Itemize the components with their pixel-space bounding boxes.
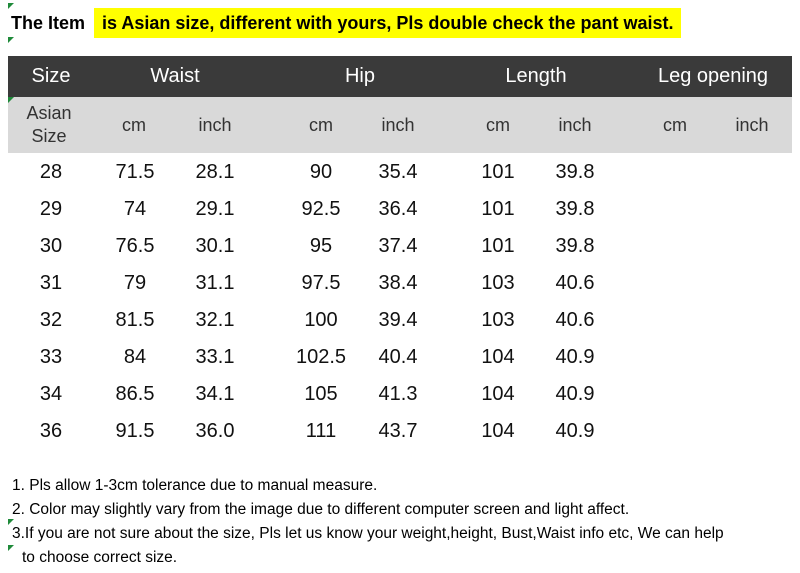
table-row: 32 81.5 32.1 100 39.4 103 40.6 [0, 302, 800, 339]
cell-size: 34 [39, 383, 63, 405]
cell-length-cm: 104 [481, 420, 515, 442]
cell-hip-inch: 38.4 [378, 272, 418, 294]
header-waist: Waist [150, 65, 200, 87]
cell-length-inch: 39.8 [555, 198, 595, 220]
table-row: 30 76.5 30.1 95 37.4 101 39.8 [0, 228, 800, 265]
cell-length-inch: 40.6 [555, 272, 595, 294]
cell-length-cm: 104 [481, 383, 515, 405]
cell-waist-inch: 32.1 [195, 309, 235, 331]
cell-hip-inch: 37.4 [378, 235, 418, 257]
cell-hip-inch: 36.4 [378, 198, 418, 220]
note-1: 1. Pls allow 1-3cm tolerance due to manu… [12, 477, 378, 494]
cell-hip-inch: 40.4 [378, 346, 418, 368]
cell-hip-inch: 41.3 [378, 383, 418, 405]
cell-waist-inch: 36.0 [195, 420, 235, 442]
header-length: Length [505, 65, 567, 87]
subheader-waist-cm: cm [122, 115, 146, 135]
cell-waist-inch: 28.1 [195, 161, 235, 183]
cell-length-inch: 40.9 [555, 420, 595, 442]
cell-waist-cm: 84 [123, 346, 147, 368]
marker-icon [8, 545, 14, 551]
cell-length-cm: 104 [481, 346, 515, 368]
table-subheader: Asian Size cm inch cm inch cm inch cm in… [8, 97, 792, 153]
table-header: Size Waist Hip Length Leg opening [8, 56, 792, 97]
marker-icon [8, 37, 14, 43]
marker-icon [8, 519, 14, 525]
cell-waist-cm: 86.5 [115, 383, 155, 405]
cell-waist-cm: 74 [123, 198, 147, 220]
cell-waist-cm: 76.5 [115, 235, 155, 257]
title-prefix: The Item [11, 13, 86, 33]
cell-size: 29 [39, 198, 63, 220]
cell-hip-cm: 100 [304, 309, 338, 331]
cell-waist-cm: 91.5 [115, 420, 155, 442]
subheader-length-inch: inch [558, 115, 592, 135]
cell-hip-cm: 97.5 [301, 272, 341, 294]
cell-hip-cm: 102.5 [295, 346, 347, 368]
cell-length-cm: 103 [481, 309, 515, 331]
cell-size: 32 [39, 309, 63, 331]
cell-length-cm: 103 [481, 272, 515, 294]
cell-waist-inch: 33.1 [195, 346, 235, 368]
note-3: 3.If you are not sure about the size, Pl… [12, 525, 724, 542]
cell-hip-cm: 92.5 [301, 198, 341, 220]
cell-length-cm: 101 [481, 235, 515, 257]
cell-hip-cm: 105 [304, 383, 338, 405]
cell-hip-cm: 111 [305, 420, 337, 442]
subheader-leg-inch: inch [735, 115, 769, 135]
table-row: 28 71.5 28.1 90 35.4 101 39.8 [0, 154, 800, 191]
header-hip: Hip [344, 65, 376, 87]
cell-waist-inch: 30.1 [195, 235, 235, 257]
subheader-hip-cm: cm [309, 115, 333, 135]
header-size: Size [31, 65, 71, 87]
note-2: 2. Color may slightly vary from the imag… [12, 501, 630, 518]
cell-hip-inch: 35.4 [378, 161, 418, 183]
subheader-length-cm: cm [486, 115, 510, 135]
cell-waist-inch: 31.1 [195, 272, 235, 294]
cell-hip-inch: 43.7 [378, 420, 418, 442]
table-row: 29 74 29.1 92.5 36.4 101 39.8 [0, 191, 800, 228]
cell-hip-cm: 90 [309, 161, 333, 183]
cell-size: 36 [39, 420, 63, 442]
cell-waist-inch: 34.1 [195, 383, 235, 405]
subheader-waist-inch: inch [198, 115, 232, 135]
cell-size: 31 [39, 272, 63, 294]
cell-waist-cm: 79 [123, 272, 147, 294]
cell-size: 33 [39, 346, 63, 368]
header-leg-opening: Leg opening [657, 65, 769, 87]
marker-icon [8, 97, 14, 103]
table-row: 31 79 31.1 97.5 38.4 103 40.6 [0, 265, 800, 302]
marker-icon [8, 3, 14, 9]
cell-size: 28 [39, 161, 63, 183]
cell-hip-cm: 95 [309, 235, 333, 257]
cell-waist-inch: 29.1 [195, 198, 235, 220]
subheader-leg-cm: cm [663, 115, 687, 135]
cell-size: 30 [39, 235, 63, 257]
cell-length-inch: 39.8 [555, 161, 595, 183]
title-highlight: is Asian size, different with yours, Pls… [94, 8, 682, 38]
cell-length-cm: 101 [481, 198, 515, 220]
cell-length-inch: 40.9 [555, 383, 595, 405]
table-body: 28 71.5 28.1 90 35.4 101 39.8 29 74 29.1… [0, 154, 800, 450]
table-row: 36 91.5 36.0 111 43.7 104 40.9 [0, 413, 800, 450]
cell-waist-cm: 71.5 [115, 161, 155, 183]
subheader-hip-inch: inch [381, 115, 415, 135]
cell-hip-inch: 39.4 [378, 309, 418, 331]
note-3-continued: to choose correct size. [22, 549, 178, 566]
subheader-asian-size: Asian Size [26, 103, 72, 146]
cell-length-inch: 40.9 [555, 346, 595, 368]
table-row: 34 86.5 34.1 105 41.3 104 40.9 [0, 376, 800, 413]
cell-waist-cm: 81.5 [115, 309, 155, 331]
cell-length-cm: 101 [481, 161, 515, 183]
table-row: 33 84 33.1 102.5 40.4 104 40.9 [0, 339, 800, 376]
cell-length-inch: 40.6 [555, 309, 595, 331]
cell-length-inch: 39.8 [555, 235, 595, 257]
